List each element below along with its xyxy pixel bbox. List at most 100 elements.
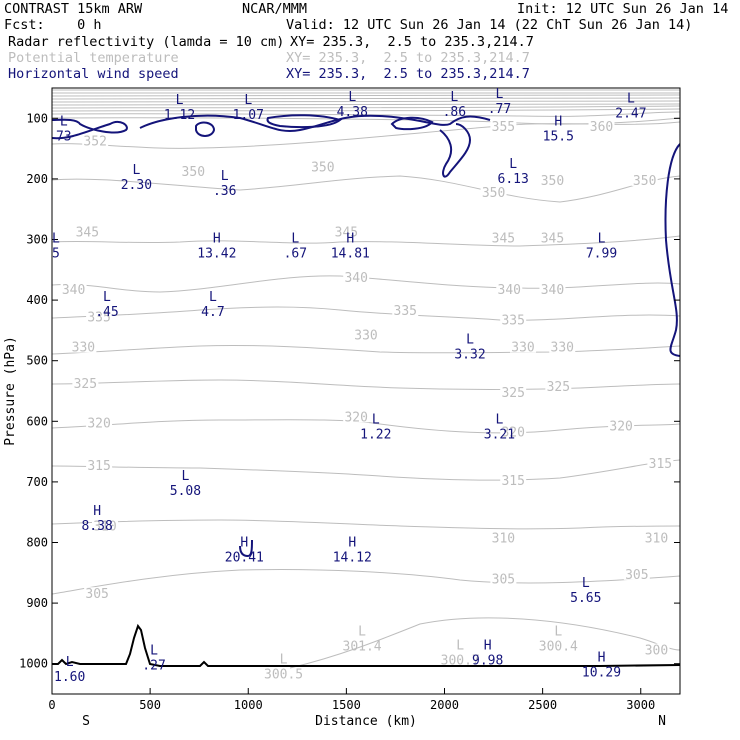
- theta-label-bg-24: [500, 386, 527, 399]
- wind-extremum-value-29: 73: [56, 129, 72, 144]
- wind-extremum-kind-10: H: [213, 231, 221, 246]
- wind-contour-loop-2: [266, 114, 343, 129]
- theta-label-22: 330: [551, 341, 574, 356]
- theta-label-4: 350: [311, 161, 334, 176]
- theta-label-bg-19: [70, 340, 97, 353]
- wind-extremum-kind-19: L: [496, 413, 504, 428]
- theta-label-bg-6: [539, 173, 566, 186]
- theta-label-24: 325: [501, 386, 524, 401]
- theta-label-11: 345: [541, 232, 564, 247]
- wind-extremum-kind-11: L: [291, 231, 299, 246]
- wind-contour-tail: [439, 123, 472, 178]
- theta-label-7: 350: [633, 174, 656, 189]
- terrain-line: [52, 623, 681, 667]
- wind-extremum-value-27: 1.60: [54, 670, 85, 685]
- wind-extremum-kind-7: L: [132, 163, 140, 178]
- wind-extremum-value-24: 5.65: [570, 591, 601, 606]
- theta-label-bg-28: [500, 425, 527, 438]
- y-axis: 100 200 300 400 500 600 700 800 900 1000: [19, 111, 680, 671]
- theta-label-bg-10: [490, 231, 517, 244]
- wind-extremum-value-19: 3.21: [484, 428, 515, 443]
- theta-label-bg-0: [82, 134, 109, 147]
- theta-label-8: 345: [76, 225, 99, 240]
- wind-extremum-value-13: 7.99: [586, 246, 617, 261]
- theta-label-17: 335: [394, 304, 417, 319]
- wind-extremum-kind-18: L: [372, 413, 380, 428]
- wind-extremum-value-11: .67: [284, 246, 307, 261]
- isentrope-315: [52, 459, 680, 481]
- theta-label-34: 310: [492, 531, 515, 546]
- wind-extremum-value-15: .45: [95, 305, 118, 320]
- theta-label-15: 340: [541, 283, 564, 298]
- theta-extremum-kind-1: L: [358, 625, 366, 640]
- y-tick-label-5: 600: [26, 414, 48, 428]
- theta-label-33: 310: [93, 519, 116, 534]
- init-time: Init: 12 UTC Sun 26 Jan 14: [517, 1, 729, 17]
- wind-contour-upper-left: [52, 118, 128, 140]
- y-tick-label-0: 100: [26, 111, 48, 125]
- wind-extremum-value-2: 4.38: [337, 105, 368, 120]
- wind-extremum-value-25: 9.98: [472, 654, 503, 669]
- isentrope-350: [52, 175, 680, 203]
- wind-extremum-kind-14: L: [52, 231, 60, 246]
- wind-contour-right: [664, 143, 680, 357]
- y-tick-label-1: 200: [26, 172, 48, 186]
- wind-extremum-value-0: 1.12: [164, 108, 195, 123]
- theta-label-bg-3: [180, 164, 207, 177]
- y-tick-label-4: 500: [26, 354, 48, 368]
- wind-extremum-kind-27: L: [66, 655, 74, 670]
- theta-label-32: 315: [649, 457, 672, 472]
- theta-label-0: 352: [83, 135, 106, 150]
- theta-label-bg-15: [539, 283, 566, 296]
- theta-label-bg-27: [343, 410, 370, 423]
- theta-label-bg-21: [510, 340, 536, 353]
- theta-label-5: 350: [482, 186, 505, 201]
- isentrope-335: [52, 306, 680, 321]
- wind-label-group: L1.12L1.07L4.38L.86L.77H15.5L2.47L2.30L.…: [52, 87, 647, 685]
- wind-extremum-kind-20: L: [182, 469, 190, 484]
- theta-label-bg-9: [333, 225, 360, 238]
- field-3-xy: XY= 235.3, 2.5 to 235.3,214.7: [286, 66, 530, 82]
- theta-label-bg-25: [545, 379, 572, 392]
- wind-extremum-kind-1: L: [244, 93, 252, 108]
- wind-extremum-value-28: .27: [142, 658, 165, 673]
- isentrope-305: [52, 569, 680, 595]
- theta-label-26: 320: [87, 416, 110, 431]
- y-tick-label-9: 1000: [19, 657, 48, 671]
- theta-label-18: 335: [501, 313, 524, 328]
- wind-extremum-kind-13: L: [598, 231, 606, 246]
- x-tick-label-1: 500: [139, 698, 161, 712]
- wind-extremum-kind-26: H: [598, 651, 606, 666]
- theta-label-12: 340: [62, 283, 85, 298]
- theta-label-19: 330: [72, 341, 95, 356]
- theta-label-bg-18: [500, 313, 527, 326]
- theta-label-bg-34: [490, 531, 517, 544]
- theta-label-bg-16: [86, 310, 113, 323]
- x-tick-label-0: 0: [48, 698, 55, 712]
- theta-label-25: 325: [547, 380, 570, 395]
- x-tick-label-5: 2500: [528, 698, 557, 712]
- theta-label-39: 300: [645, 644, 668, 659]
- theta-extremum-value-1: 301.4: [343, 640, 382, 655]
- model-title: CONTRAST 15km ARW: [4, 1, 143, 17]
- wind-extremum-value-10: 13.42: [197, 246, 236, 261]
- theta-label-bg-1: [490, 119, 517, 132]
- theta-extremum-kind-2: L: [456, 639, 464, 654]
- isentrope-300: [289, 617, 680, 669]
- x-tick-label-2: 1000: [234, 698, 263, 712]
- wind-extremum-kind-0: L: [176, 93, 184, 108]
- theta-label-bg-4: [309, 160, 336, 173]
- theta-label-bg-36: [84, 587, 111, 600]
- wind-extremum-value-6: 2.47: [615, 106, 646, 121]
- y-tick-label-7: 800: [26, 536, 48, 550]
- wind-contour-loop-1: [195, 121, 216, 137]
- wind-extremum-kind-21: H: [93, 504, 101, 519]
- forecast-hour: Fcst: 0 h: [4, 17, 102, 33]
- wind-extremum-value-18: 1.22: [360, 428, 391, 443]
- wind-extremum-value-3: .86: [443, 105, 466, 120]
- theta-label-16: 335: [87, 310, 110, 325]
- wind-extremum-kind-29: L: [60, 114, 68, 129]
- theta-label-bg-37: [490, 572, 517, 585]
- wind-extremum-value-21: 8.38: [81, 519, 112, 534]
- wind-extremum-kind-4: L: [496, 87, 504, 102]
